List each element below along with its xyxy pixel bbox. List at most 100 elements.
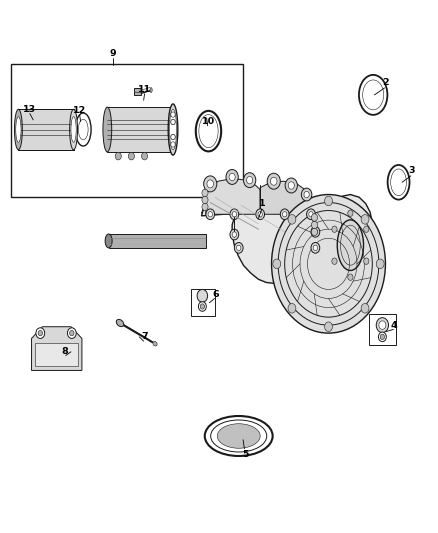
Circle shape — [36, 328, 45, 338]
Circle shape — [364, 226, 369, 232]
Polygon shape — [201, 187, 372, 284]
Text: 10: 10 — [201, 117, 215, 126]
Circle shape — [307, 209, 315, 220]
Circle shape — [311, 227, 320, 237]
Circle shape — [267, 173, 280, 189]
Circle shape — [247, 176, 253, 184]
Circle shape — [202, 203, 208, 211]
Circle shape — [70, 330, 74, 336]
Circle shape — [234, 243, 243, 253]
Polygon shape — [32, 327, 82, 370]
Ellipse shape — [14, 109, 22, 150]
Bar — [134, 88, 141, 95]
Circle shape — [115, 152, 121, 160]
Circle shape — [232, 212, 237, 217]
Ellipse shape — [337, 220, 364, 271]
Circle shape — [348, 210, 353, 216]
Circle shape — [237, 245, 241, 251]
Polygon shape — [260, 181, 314, 214]
Text: 2: 2 — [382, 78, 389, 87]
Circle shape — [311, 228, 318, 236]
Text: 11: 11 — [138, 85, 151, 94]
Text: 1: 1 — [258, 199, 265, 208]
Circle shape — [200, 304, 205, 309]
Circle shape — [171, 134, 175, 140]
Circle shape — [376, 318, 389, 333]
Circle shape — [202, 189, 208, 197]
Ellipse shape — [196, 111, 221, 151]
Ellipse shape — [217, 424, 260, 448]
Bar — [109, 234, 206, 248]
Circle shape — [311, 221, 318, 229]
Bar — [369, 314, 396, 345]
Circle shape — [230, 229, 239, 240]
Text: 8: 8 — [61, 348, 68, 356]
Circle shape — [38, 330, 42, 336]
Circle shape — [285, 178, 297, 193]
Ellipse shape — [153, 342, 157, 346]
Circle shape — [376, 259, 384, 269]
Circle shape — [270, 177, 277, 185]
Bar — [107, 107, 173, 152]
Ellipse shape — [117, 319, 124, 327]
Circle shape — [283, 212, 287, 217]
Text: 5: 5 — [242, 450, 248, 458]
Circle shape — [229, 173, 235, 181]
Circle shape — [202, 196, 208, 204]
Polygon shape — [206, 179, 260, 214]
Text: 3: 3 — [409, 166, 415, 175]
Bar — [11, 64, 243, 197]
Text: 6: 6 — [212, 290, 219, 298]
Circle shape — [171, 134, 175, 140]
Circle shape — [171, 112, 175, 117]
Circle shape — [311, 214, 318, 221]
Text: 12: 12 — [73, 107, 86, 115]
Ellipse shape — [105, 234, 112, 248]
Circle shape — [364, 258, 369, 264]
Circle shape — [379, 321, 386, 329]
Circle shape — [301, 188, 312, 201]
Circle shape — [171, 119, 175, 125]
Bar — [191, 289, 215, 316]
Circle shape — [361, 303, 369, 313]
Circle shape — [311, 243, 320, 253]
Circle shape — [230, 209, 239, 220]
Circle shape — [332, 258, 337, 264]
Text: 7: 7 — [141, 333, 148, 341]
Ellipse shape — [359, 75, 387, 115]
Ellipse shape — [71, 117, 76, 142]
Circle shape — [380, 334, 385, 340]
Circle shape — [232, 232, 237, 237]
Circle shape — [280, 209, 289, 220]
Circle shape — [361, 215, 369, 224]
Ellipse shape — [70, 109, 78, 150]
Circle shape — [288, 303, 296, 313]
Circle shape — [313, 229, 318, 235]
Ellipse shape — [150, 87, 152, 93]
Ellipse shape — [199, 115, 218, 148]
Circle shape — [208, 212, 212, 217]
Circle shape — [348, 274, 353, 280]
Circle shape — [378, 332, 386, 342]
Ellipse shape — [170, 109, 177, 150]
Circle shape — [325, 322, 332, 332]
Text: 4: 4 — [391, 321, 398, 329]
Circle shape — [256, 209, 265, 220]
Bar — [18, 109, 74, 150]
Circle shape — [206, 209, 215, 220]
Circle shape — [273, 259, 281, 269]
Ellipse shape — [388, 165, 410, 200]
Ellipse shape — [78, 119, 88, 140]
Circle shape — [171, 119, 175, 125]
Ellipse shape — [75, 113, 91, 146]
Circle shape — [207, 180, 213, 188]
Text: 13: 13 — [23, 105, 36, 114]
Circle shape — [171, 142, 175, 147]
Text: 9: 9 — [110, 49, 117, 58]
Ellipse shape — [103, 107, 112, 152]
Circle shape — [288, 182, 294, 189]
Circle shape — [288, 215, 296, 224]
Circle shape — [332, 226, 337, 232]
Circle shape — [141, 152, 148, 160]
Circle shape — [197, 289, 208, 302]
